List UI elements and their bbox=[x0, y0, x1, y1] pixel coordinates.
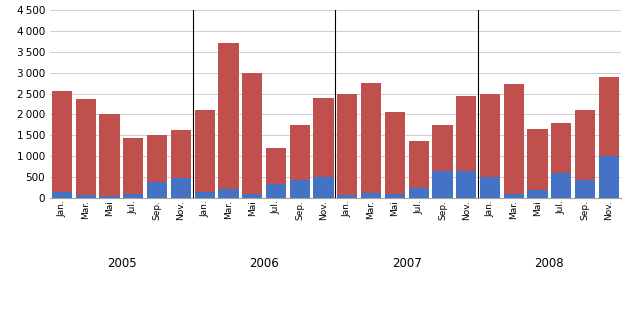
Bar bbox=[456, 171, 477, 198]
Bar bbox=[409, 188, 429, 198]
Bar bbox=[503, 84, 524, 194]
Bar bbox=[599, 156, 619, 198]
Bar bbox=[480, 177, 500, 198]
Bar bbox=[76, 100, 96, 195]
Bar bbox=[290, 125, 310, 180]
Text: 2006: 2006 bbox=[250, 257, 279, 270]
Bar bbox=[124, 138, 144, 194]
Bar bbox=[52, 92, 72, 192]
Bar bbox=[337, 195, 357, 198]
Bar bbox=[314, 98, 334, 177]
Bar bbox=[171, 178, 191, 198]
Bar bbox=[100, 196, 120, 198]
Bar bbox=[171, 130, 191, 178]
Bar bbox=[52, 192, 72, 198]
Bar bbox=[100, 115, 120, 196]
Bar bbox=[480, 93, 500, 177]
Bar bbox=[599, 77, 619, 156]
Bar bbox=[551, 123, 571, 173]
Bar bbox=[503, 194, 524, 198]
Bar bbox=[575, 110, 595, 180]
Bar bbox=[433, 171, 453, 198]
Bar bbox=[194, 110, 215, 192]
Bar bbox=[218, 43, 238, 189]
Bar bbox=[194, 192, 215, 198]
Bar bbox=[242, 194, 262, 198]
Bar bbox=[314, 177, 334, 198]
Bar bbox=[527, 129, 547, 190]
Bar bbox=[218, 189, 238, 198]
Bar bbox=[551, 173, 571, 198]
Bar bbox=[124, 194, 144, 198]
Bar bbox=[361, 193, 381, 198]
Bar bbox=[456, 96, 477, 171]
Bar bbox=[290, 180, 310, 198]
Bar bbox=[433, 125, 453, 171]
Text: 2007: 2007 bbox=[392, 257, 421, 270]
Bar bbox=[575, 180, 595, 198]
Bar bbox=[266, 184, 286, 198]
Text: 2005: 2005 bbox=[107, 257, 136, 270]
Bar bbox=[337, 93, 357, 195]
Bar bbox=[147, 182, 167, 198]
Bar bbox=[385, 194, 405, 198]
Bar bbox=[242, 73, 262, 194]
Bar bbox=[527, 190, 547, 198]
Bar bbox=[409, 140, 429, 188]
Bar bbox=[361, 83, 381, 193]
Bar bbox=[266, 148, 286, 184]
Text: 2008: 2008 bbox=[535, 257, 564, 270]
Bar bbox=[76, 195, 96, 198]
Bar bbox=[147, 135, 167, 182]
Bar bbox=[385, 112, 405, 194]
